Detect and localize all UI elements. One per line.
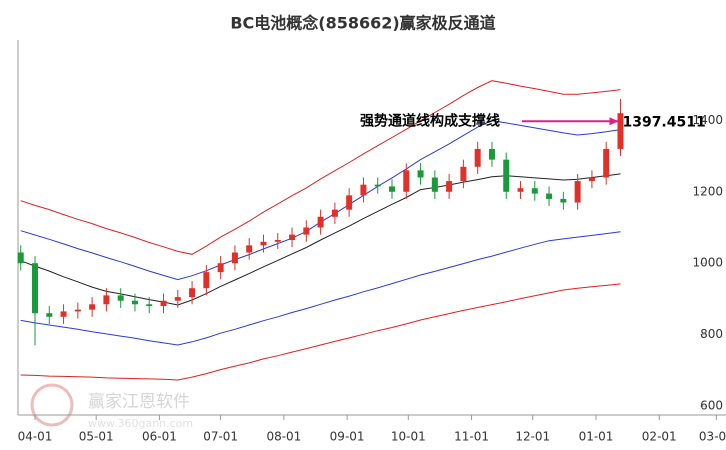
x-tick-label: 10-01: [391, 430, 426, 444]
annotation-text: 强势通道线构成支撑线: [360, 112, 500, 129]
y-tick-label: 1200: [692, 184, 723, 198]
y-tick-label: 1400: [692, 113, 723, 127]
chart-title: BC电池概念(858662)赢家极反通道: [230, 14, 495, 33]
candle-body: [131, 300, 138, 305]
x-tick-label: 07-01: [203, 430, 238, 444]
candle-body: [474, 148, 481, 167]
candle-body: [303, 227, 310, 235]
candle-body: [103, 295, 110, 305]
candle-body: [89, 304, 96, 310]
candle-body: [160, 300, 167, 307]
candle-body: [603, 148, 610, 178]
arrow-head: [609, 117, 619, 126]
candle-body: [246, 245, 253, 253]
channel-line: [20, 173, 621, 306]
candle-body: [217, 263, 224, 273]
candle-body: [517, 188, 524, 192]
x-tick-label: 08-01: [266, 430, 301, 444]
y-tick-label: 1000: [692, 256, 723, 270]
watermark-logo: [30, 383, 74, 427]
x-tick-label: 11-01: [454, 430, 489, 444]
candle-body: [231, 252, 238, 264]
candle-body: [531, 188, 538, 194]
candle-body: [389, 186, 395, 192]
x-tick-label: 04-01: [18, 430, 53, 444]
channel-line: [20, 283, 621, 381]
candle-body: [260, 241, 267, 246]
watermark-url: www.360gann.com: [88, 417, 193, 430]
annotation-value: 1397.4511: [622, 114, 705, 130]
watermark: 赢家江恩软件 www.360gann.com: [30, 383, 193, 430]
candle-body: [117, 295, 124, 301]
candle-body: [488, 148, 495, 160]
x-tick-label: 03-01: [699, 430, 726, 444]
channel-line: [20, 80, 621, 255]
candle-body: [146, 304, 153, 307]
candle-body: [174, 297, 181, 301]
candle-body: [460, 166, 467, 182]
candle-body: [331, 209, 338, 217]
candle-body: [60, 311, 67, 317]
candle-body: [503, 159, 510, 192]
candle-body: [46, 313, 53, 317]
candle-body: [560, 198, 567, 203]
x-tick-label: 06-01: [142, 430, 177, 444]
candle-body: [289, 234, 296, 240]
x-tick-label: 02-01: [642, 430, 677, 444]
candle-body: [446, 181, 453, 192]
y-tick-label: 800: [700, 327, 723, 341]
candle-body: [574, 181, 581, 203]
x-tick-label: 05-01: [79, 430, 114, 444]
channel-line: [20, 120, 621, 281]
candle-body: [417, 170, 424, 178]
x-tick-label: 01-01: [579, 430, 614, 444]
candle-body: [74, 309, 81, 312]
candle-body: [617, 113, 624, 149]
candle-body: [360, 184, 367, 196]
candle-body: [546, 193, 553, 199]
candle-body: [203, 272, 210, 289]
candle-body: [403, 170, 410, 192]
channel-line: [20, 231, 621, 346]
candle-body: [346, 195, 353, 210]
candle-body: [431, 177, 438, 192]
x-tick-label: 09-01: [330, 430, 365, 444]
candle-body: [17, 252, 24, 264]
candle-body: [588, 177, 595, 182]
candle-body: [32, 263, 38, 314]
watermark-name: 赢家江恩软件: [88, 392, 190, 412]
x-tick-label: 12-01: [515, 430, 550, 444]
candle-body: [317, 216, 324, 228]
y-tick-label: 600: [700, 399, 723, 413]
candle-body: [189, 288, 196, 298]
candle-body: [374, 184, 381, 187]
candle-body: [274, 240, 281, 242]
